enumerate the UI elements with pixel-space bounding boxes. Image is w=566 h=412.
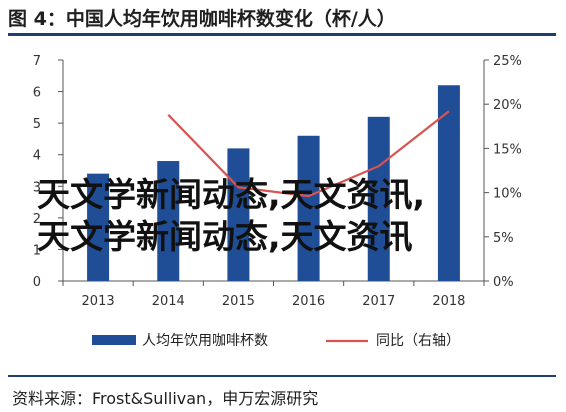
watermark-line-1: 天文学新闻动态,天文资讯,: [37, 175, 425, 214]
right-tick-label: 15%: [493, 142, 522, 157]
bar: [157, 161, 180, 281]
line-series: [167, 110, 450, 198]
title-rule: [8, 33, 556, 36]
watermark-line-2: 天文学新闻动态,天文资讯: [37, 217, 413, 256]
left-tick-label: 7: [33, 54, 41, 69]
axes: [58, 59, 489, 286]
right-tick-label: 10%: [493, 187, 522, 202]
right-tick-label: 5%: [493, 231, 514, 246]
x-tick-label: 2016: [292, 294, 325, 309]
legend-label-line: 同比（右轴）: [376, 333, 460, 349]
left-tick-label: 0: [33, 275, 41, 290]
bar: [437, 85, 460, 281]
right-tick-label: 20%: [493, 98, 522, 113]
left-tick-label: 3: [33, 180, 41, 195]
yoy-line: [167, 110, 450, 198]
x-tick-label: 2017: [362, 294, 395, 309]
tick-labels: 0 1 2 3 4 5 6 7 0% 5% 10% 15% 20% 25% 2013 2014 2015 2016…: [33, 54, 522, 309]
watermark-overlay: 天文学新闻动态,天文资讯, 天文学新闻动态,天文资讯: [37, 175, 425, 256]
bar: [87, 173, 110, 281]
left-tick-label: 2: [33, 212, 41, 227]
right-tick-label: 0%: [493, 275, 514, 290]
x-tick-label: 2013: [82, 294, 115, 309]
bar: [297, 135, 320, 281]
bar: [367, 116, 390, 281]
figure-title: 图 4：中国人均年饮用咖啡杯数变化（杯/人）: [8, 8, 396, 30]
legend-label-bar: 人均年饮用咖啡杯数: [142, 333, 268, 349]
x-tick-label: 2014: [152, 294, 185, 309]
right-tick-label: 25%: [493, 54, 522, 69]
left-tick-label: 5: [33, 117, 41, 132]
bar: [227, 148, 250, 281]
x-tick-label: 2015: [222, 294, 255, 309]
legend-swatch-bar: [92, 335, 136, 345]
legend: 人均年饮用咖啡杯数 同比（右轴）: [92, 333, 460, 349]
source-rule: [8, 375, 556, 377]
source-note: 资料来源：Frost&Sullivan，申万宏源研究: [12, 389, 319, 408]
left-tick-label: 1: [33, 243, 41, 258]
x-tick-label: 2018: [432, 294, 465, 309]
left-tick-label: 6: [33, 86, 41, 101]
left-tick-label: 4: [33, 149, 41, 164]
bar-series: [87, 85, 460, 281]
